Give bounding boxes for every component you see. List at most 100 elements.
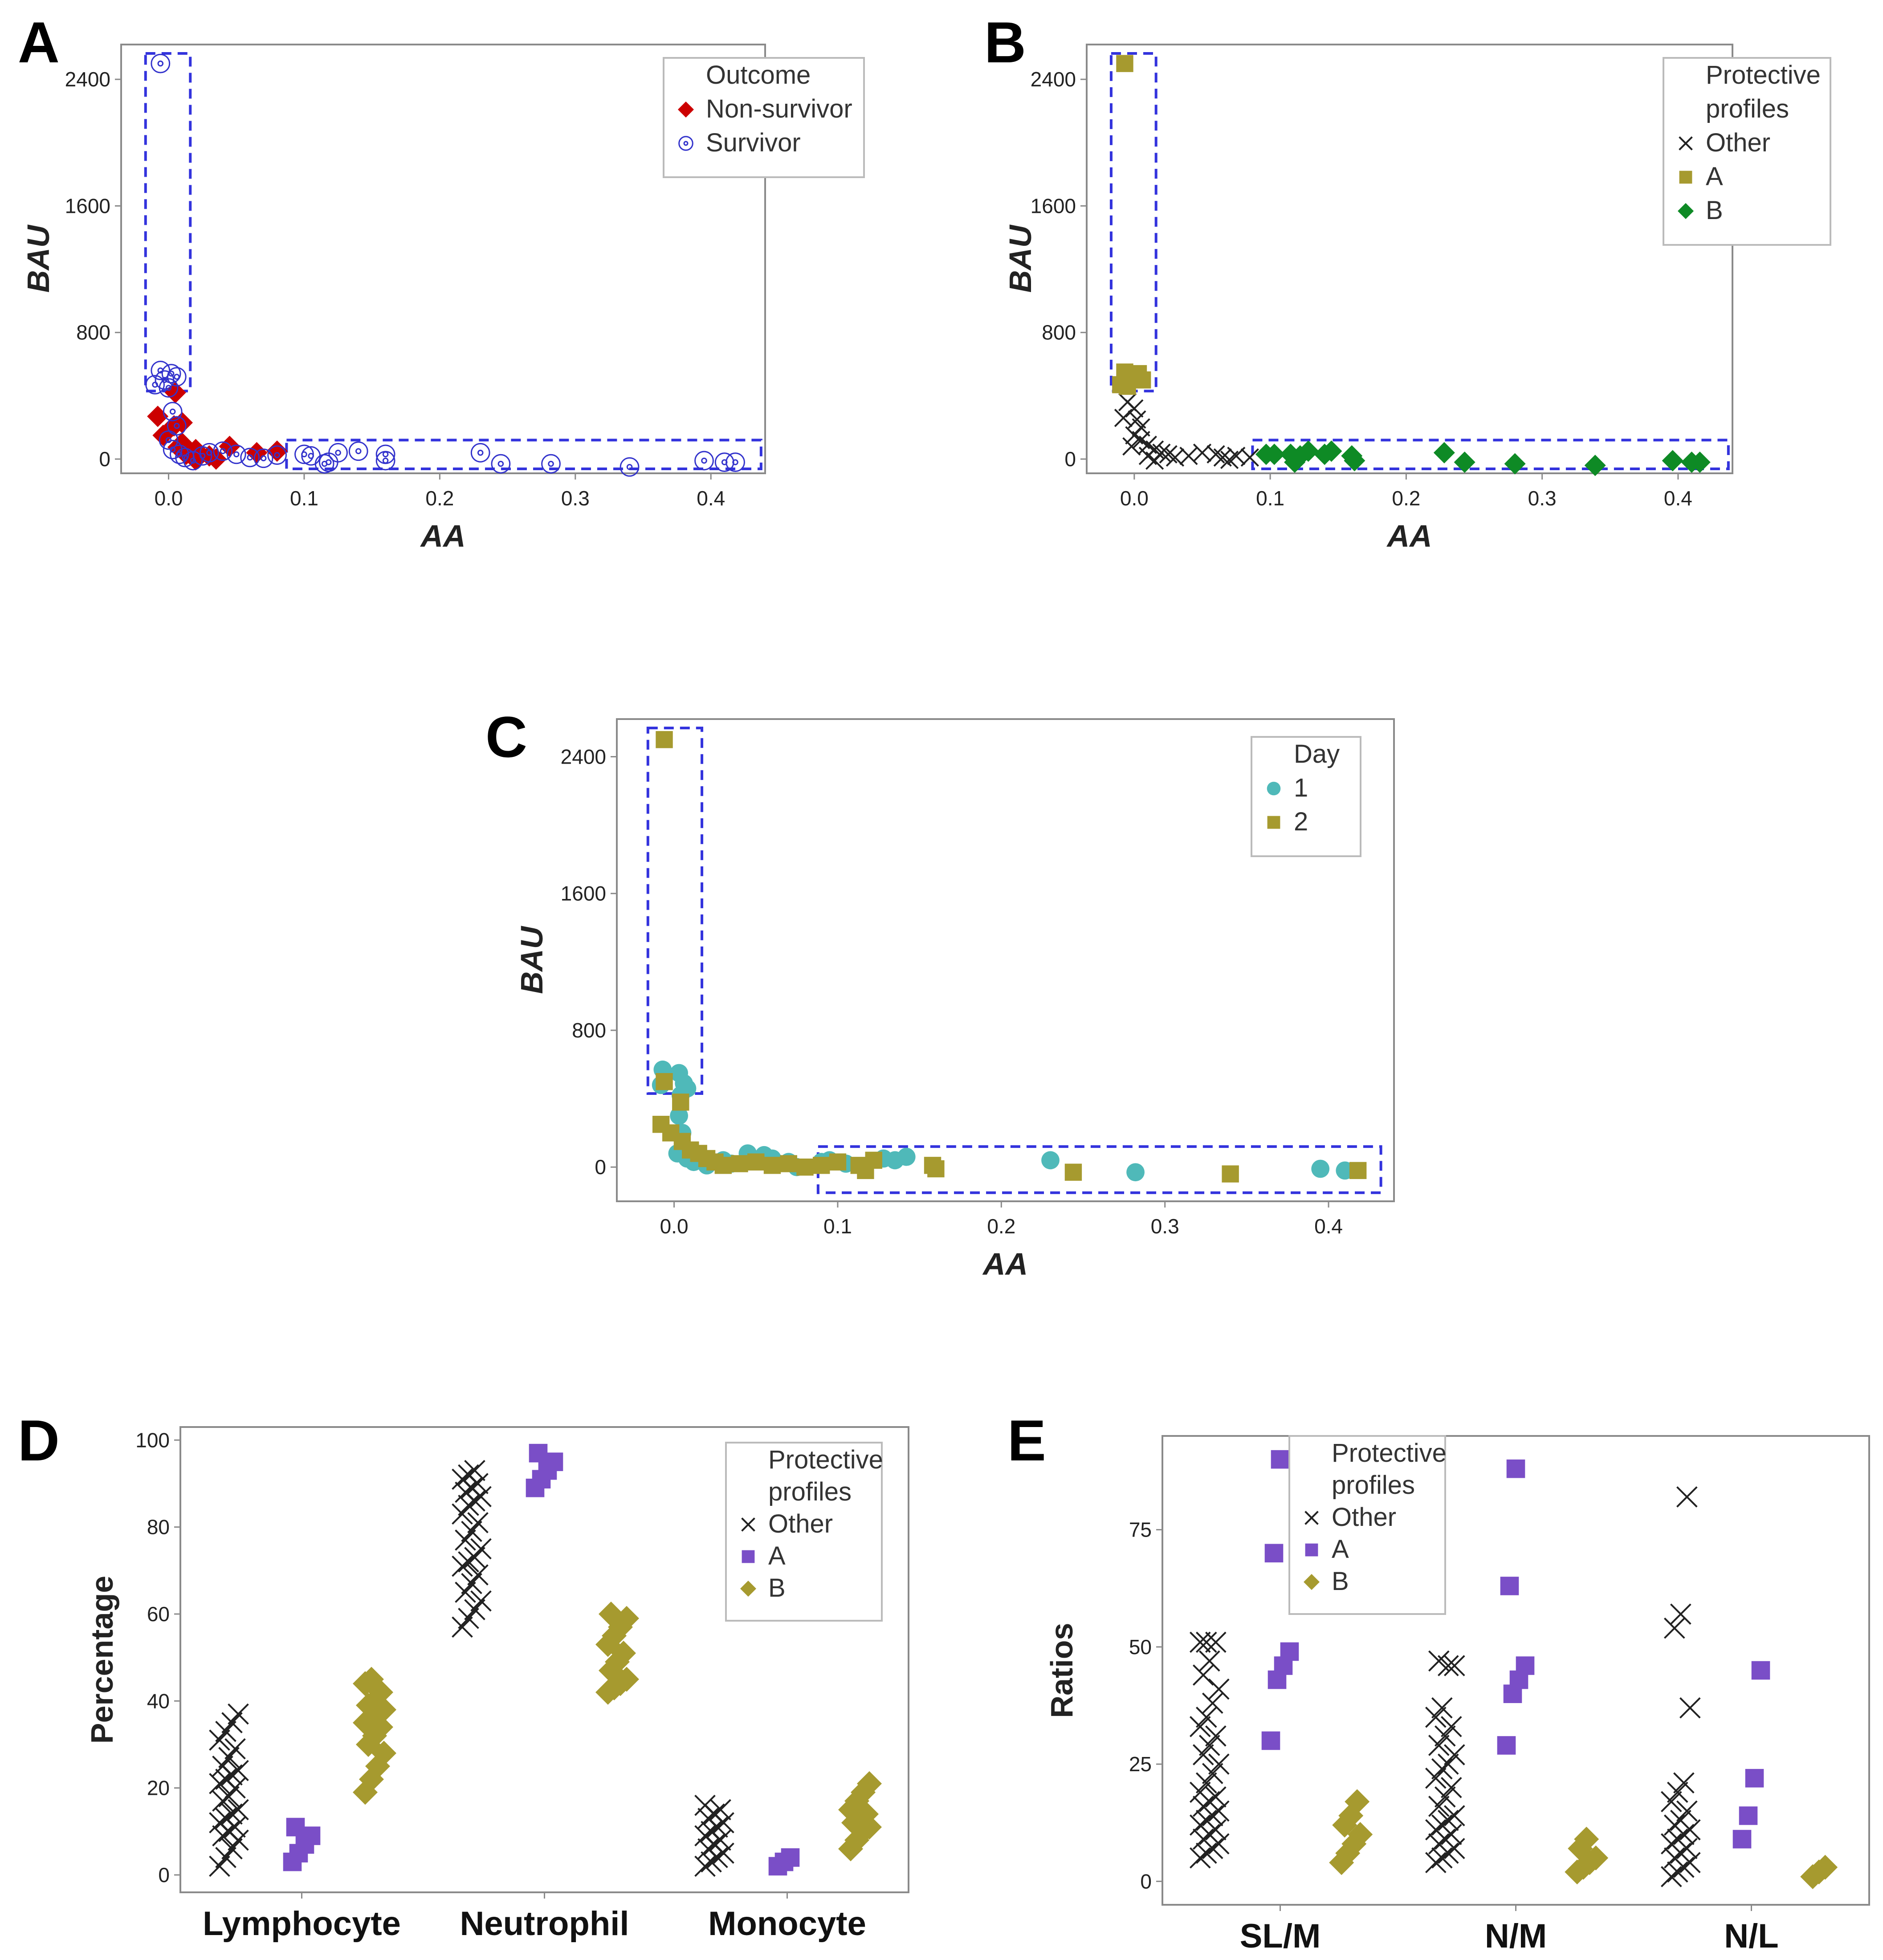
marker-shape [1297,440,1319,462]
data-point [1189,1631,1211,1653]
y-tick-label: 100 [135,1428,170,1452]
data-point [1433,442,1455,464]
marker-shape [1500,1577,1519,1595]
marker-shape [1433,442,1455,464]
marker-shape [452,1468,473,1490]
marker-ring [170,444,189,464]
series-a [1261,1450,1770,1849]
data-point [747,1153,765,1171]
legend-key [740,1581,756,1597]
marker-shape [742,1550,755,1563]
series-b [1255,440,1711,476]
data-point [1064,1163,1082,1181]
marker-shape [1126,1163,1145,1182]
marker-shape [1425,1706,1447,1728]
series-survivor [145,53,745,477]
marker-shape [470,1590,492,1612]
data-point [1497,1736,1516,1755]
marker-shape [1159,445,1178,464]
marker-shape [1751,1661,1770,1680]
marker-ring [620,457,640,477]
marker-shape [1434,1786,1456,1808]
x-tick-label: 0.4 [1664,487,1692,510]
marker-shape [1732,1830,1752,1849]
marker-shape [215,1769,236,1790]
data-point [1264,1544,1284,1563]
marker-shape [1428,1796,1450,1817]
y-tick-label: 25 [1129,1753,1152,1776]
data-point [1676,1486,1698,1508]
marker-shape [1506,1459,1525,1478]
legend-key [1304,1574,1320,1590]
marker-shape [1428,1650,1450,1672]
data-point [1428,1796,1450,1817]
marker-shape [1678,203,1694,219]
legend-entry-label: B [1332,1567,1349,1596]
data-point [461,1521,482,1542]
marker-shape [1125,399,1144,418]
legend-key [1678,203,1694,219]
marker-shape [1116,55,1133,72]
data-point [213,441,233,461]
marker-shape [286,1818,305,1837]
data-point [1454,451,1475,473]
marker-dot [548,460,554,467]
x-tick-label: 0.0 [660,1215,689,1238]
x-tick-label: 0.2 [425,487,454,510]
marker-shape [529,1444,548,1463]
marker-dot [382,457,389,464]
data-point [1813,1854,1838,1880]
legend-entry-label: A [768,1541,786,1570]
marker-shape [1192,1828,1214,1850]
data-point [1192,1828,1214,1850]
marker-shape [1195,1772,1217,1794]
marker-shape [1670,1603,1691,1625]
data-point [212,1825,233,1846]
data-point [1195,1842,1217,1864]
data-point [212,1755,233,1777]
data-point [1516,1656,1535,1675]
data-point [1660,1833,1682,1854]
panel-letter: A [18,10,60,75]
data-point [780,1155,797,1172]
y-axis-title: Percentage [85,1576,119,1744]
marker-shape [1264,1544,1284,1563]
legend: Day 1 2 [1251,736,1361,857]
marker-dot [355,448,362,455]
marker-shape [1425,1852,1447,1874]
series-a [283,1444,800,1876]
marker-shape [228,1799,249,1821]
data-point [1205,1725,1227,1747]
marker-ring [375,451,395,471]
marker-shape [780,1155,797,1172]
data-point [224,1738,246,1760]
x-tick-label: 0.3 [561,487,590,510]
marker-shape [1348,1822,1373,1847]
marker-ring [348,441,368,461]
data-point [452,1555,473,1577]
data-point [228,1760,249,1781]
marker-dot [174,423,180,429]
data-point [455,1529,476,1551]
marker-shape [1434,1725,1456,1747]
legend-title: Outcome [706,61,811,89]
marker-shape [1663,1617,1685,1639]
marker-dot [169,408,176,415]
data-point [1222,1165,1239,1183]
data-point [1321,440,1342,462]
marker-ring [199,443,219,463]
data-point [1206,445,1225,464]
data-point [1311,1159,1330,1178]
data-point [1122,437,1141,456]
y-tick-label: 50 [1129,1635,1152,1659]
data-point [1428,1735,1450,1756]
marker-shape [458,1464,479,1486]
data-point [1673,1772,1695,1794]
y-tick-label: 0 [99,447,110,471]
x-tick-label: 0.1 [290,487,318,510]
data-point [1116,55,1133,72]
y-tick-label: 0 [1140,1870,1152,1893]
data-point [491,454,511,474]
marker-shape [897,1147,916,1166]
marker-shape [1440,1716,1462,1737]
